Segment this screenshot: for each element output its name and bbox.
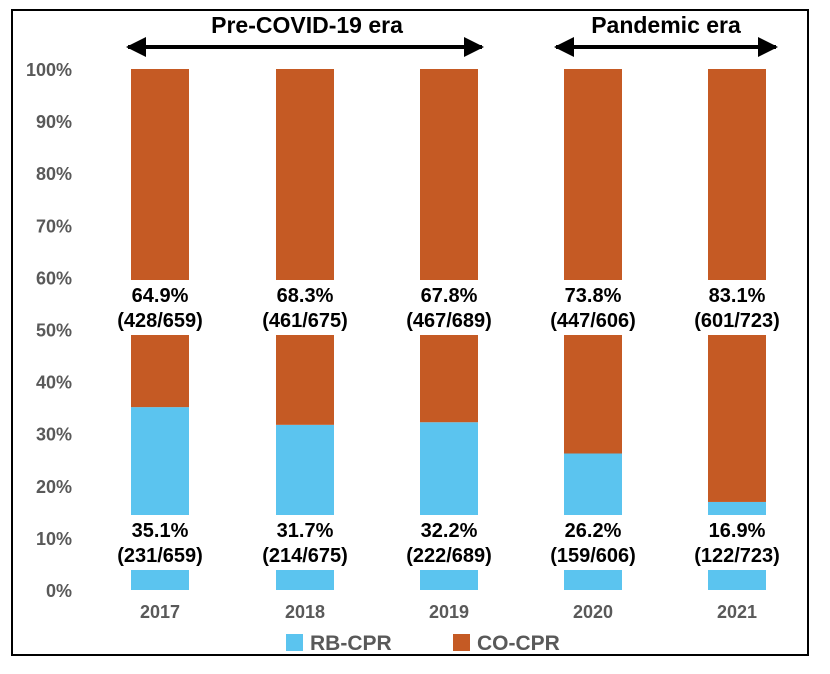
data-label-percent: 32.2% — [421, 520, 478, 542]
y-axis: 0% 10% 20% 30% 40% 50% 60% 70% 80% 90% 100% — [26, 60, 72, 601]
y-tick-label: 40% — [36, 373, 72, 393]
y-tick-label: 30% — [36, 425, 72, 445]
x-tick-label: 2019 — [429, 602, 469, 622]
data-label-percent: 35.1% — [132, 520, 189, 542]
data-label-box — [94, 515, 226, 570]
legend-swatch-rb-cpr — [286, 634, 303, 651]
data-label-percent: 83.1% — [709, 285, 766, 307]
data-label-percent: 67.8% — [421, 285, 478, 307]
data-label-fraction: (122/723) — [694, 545, 780, 567]
data-label-box — [527, 280, 659, 335]
bar-co-cpr-2019 — [420, 69, 478, 423]
x-tick-label: 2018 — [285, 602, 325, 622]
y-tick-label: 50% — [36, 321, 72, 341]
era-annotations: Pre-COVID-19 era Pandemic era — [126, 12, 778, 57]
data-label-fraction: (231/659) — [117, 545, 203, 567]
data-label-box — [527, 515, 659, 570]
x-tick-label: 2021 — [717, 602, 757, 622]
data-label-percent: 68.3% — [277, 285, 334, 307]
data-label-box — [239, 515, 371, 570]
bar-co-cpr-2018 — [276, 69, 334, 425]
data-label-box — [383, 515, 515, 570]
y-tick-label: 10% — [36, 529, 72, 549]
y-tick-label: 80% — [36, 164, 72, 184]
data-label-percent: 31.7% — [277, 520, 334, 542]
data-label-fraction: (447/606) — [550, 310, 636, 332]
era-label: Pandemic era — [591, 12, 741, 38]
data-label-fraction: (214/675) — [262, 545, 348, 567]
y-tick-label: 20% — [36, 477, 72, 497]
bar-co-cpr-2020 — [564, 69, 622, 454]
data-label-box — [383, 280, 515, 335]
x-tick-label: 2017 — [140, 602, 180, 622]
data-label-box — [671, 515, 803, 570]
y-tick-label: 100% — [26, 60, 72, 80]
x-axis: 2017 2018 2019 2020 2021 — [140, 602, 757, 622]
data-label-fraction: (159/606) — [550, 545, 636, 567]
x-tick-label: 2020 — [573, 602, 613, 622]
y-tick-label: 90% — [36, 112, 72, 132]
era-label: Pre-COVID-19 era — [211, 12, 403, 38]
bar-co-cpr-2017 — [131, 69, 189, 408]
data-label-percent: 26.2% — [565, 520, 622, 542]
data-label-box — [94, 280, 226, 335]
data-label-fraction: (222/689) — [406, 545, 492, 567]
data-label-box — [239, 280, 371, 335]
data-labels: 64.9% (428/659) 68.3% (461/675) 67.8% (467/68… — [94, 280, 803, 570]
data-label-box — [671, 280, 803, 335]
legend-swatch-co-cpr — [453, 634, 470, 651]
chart-frame — [11, 9, 809, 656]
y-tick-label: 0% — [46, 581, 72, 601]
data-label-fraction: (467/689) — [406, 310, 492, 332]
data-label-percent: 64.9% — [132, 285, 189, 307]
y-tick-label: 60% — [36, 268, 72, 288]
data-label-fraction: (428/659) — [117, 310, 203, 332]
legend-label: RB-CPR — [310, 632, 392, 655]
data-label-percent: 16.9% — [709, 520, 766, 542]
legend-label: CO-CPR — [477, 632, 560, 655]
legend: RB-CPR CO-CPR — [286, 632, 560, 655]
data-label-fraction: (461/675) — [262, 310, 348, 332]
data-label-percent: 73.8% — [565, 285, 622, 307]
data-label-fraction: (601/723) — [694, 310, 780, 332]
y-tick-label: 70% — [36, 216, 72, 236]
